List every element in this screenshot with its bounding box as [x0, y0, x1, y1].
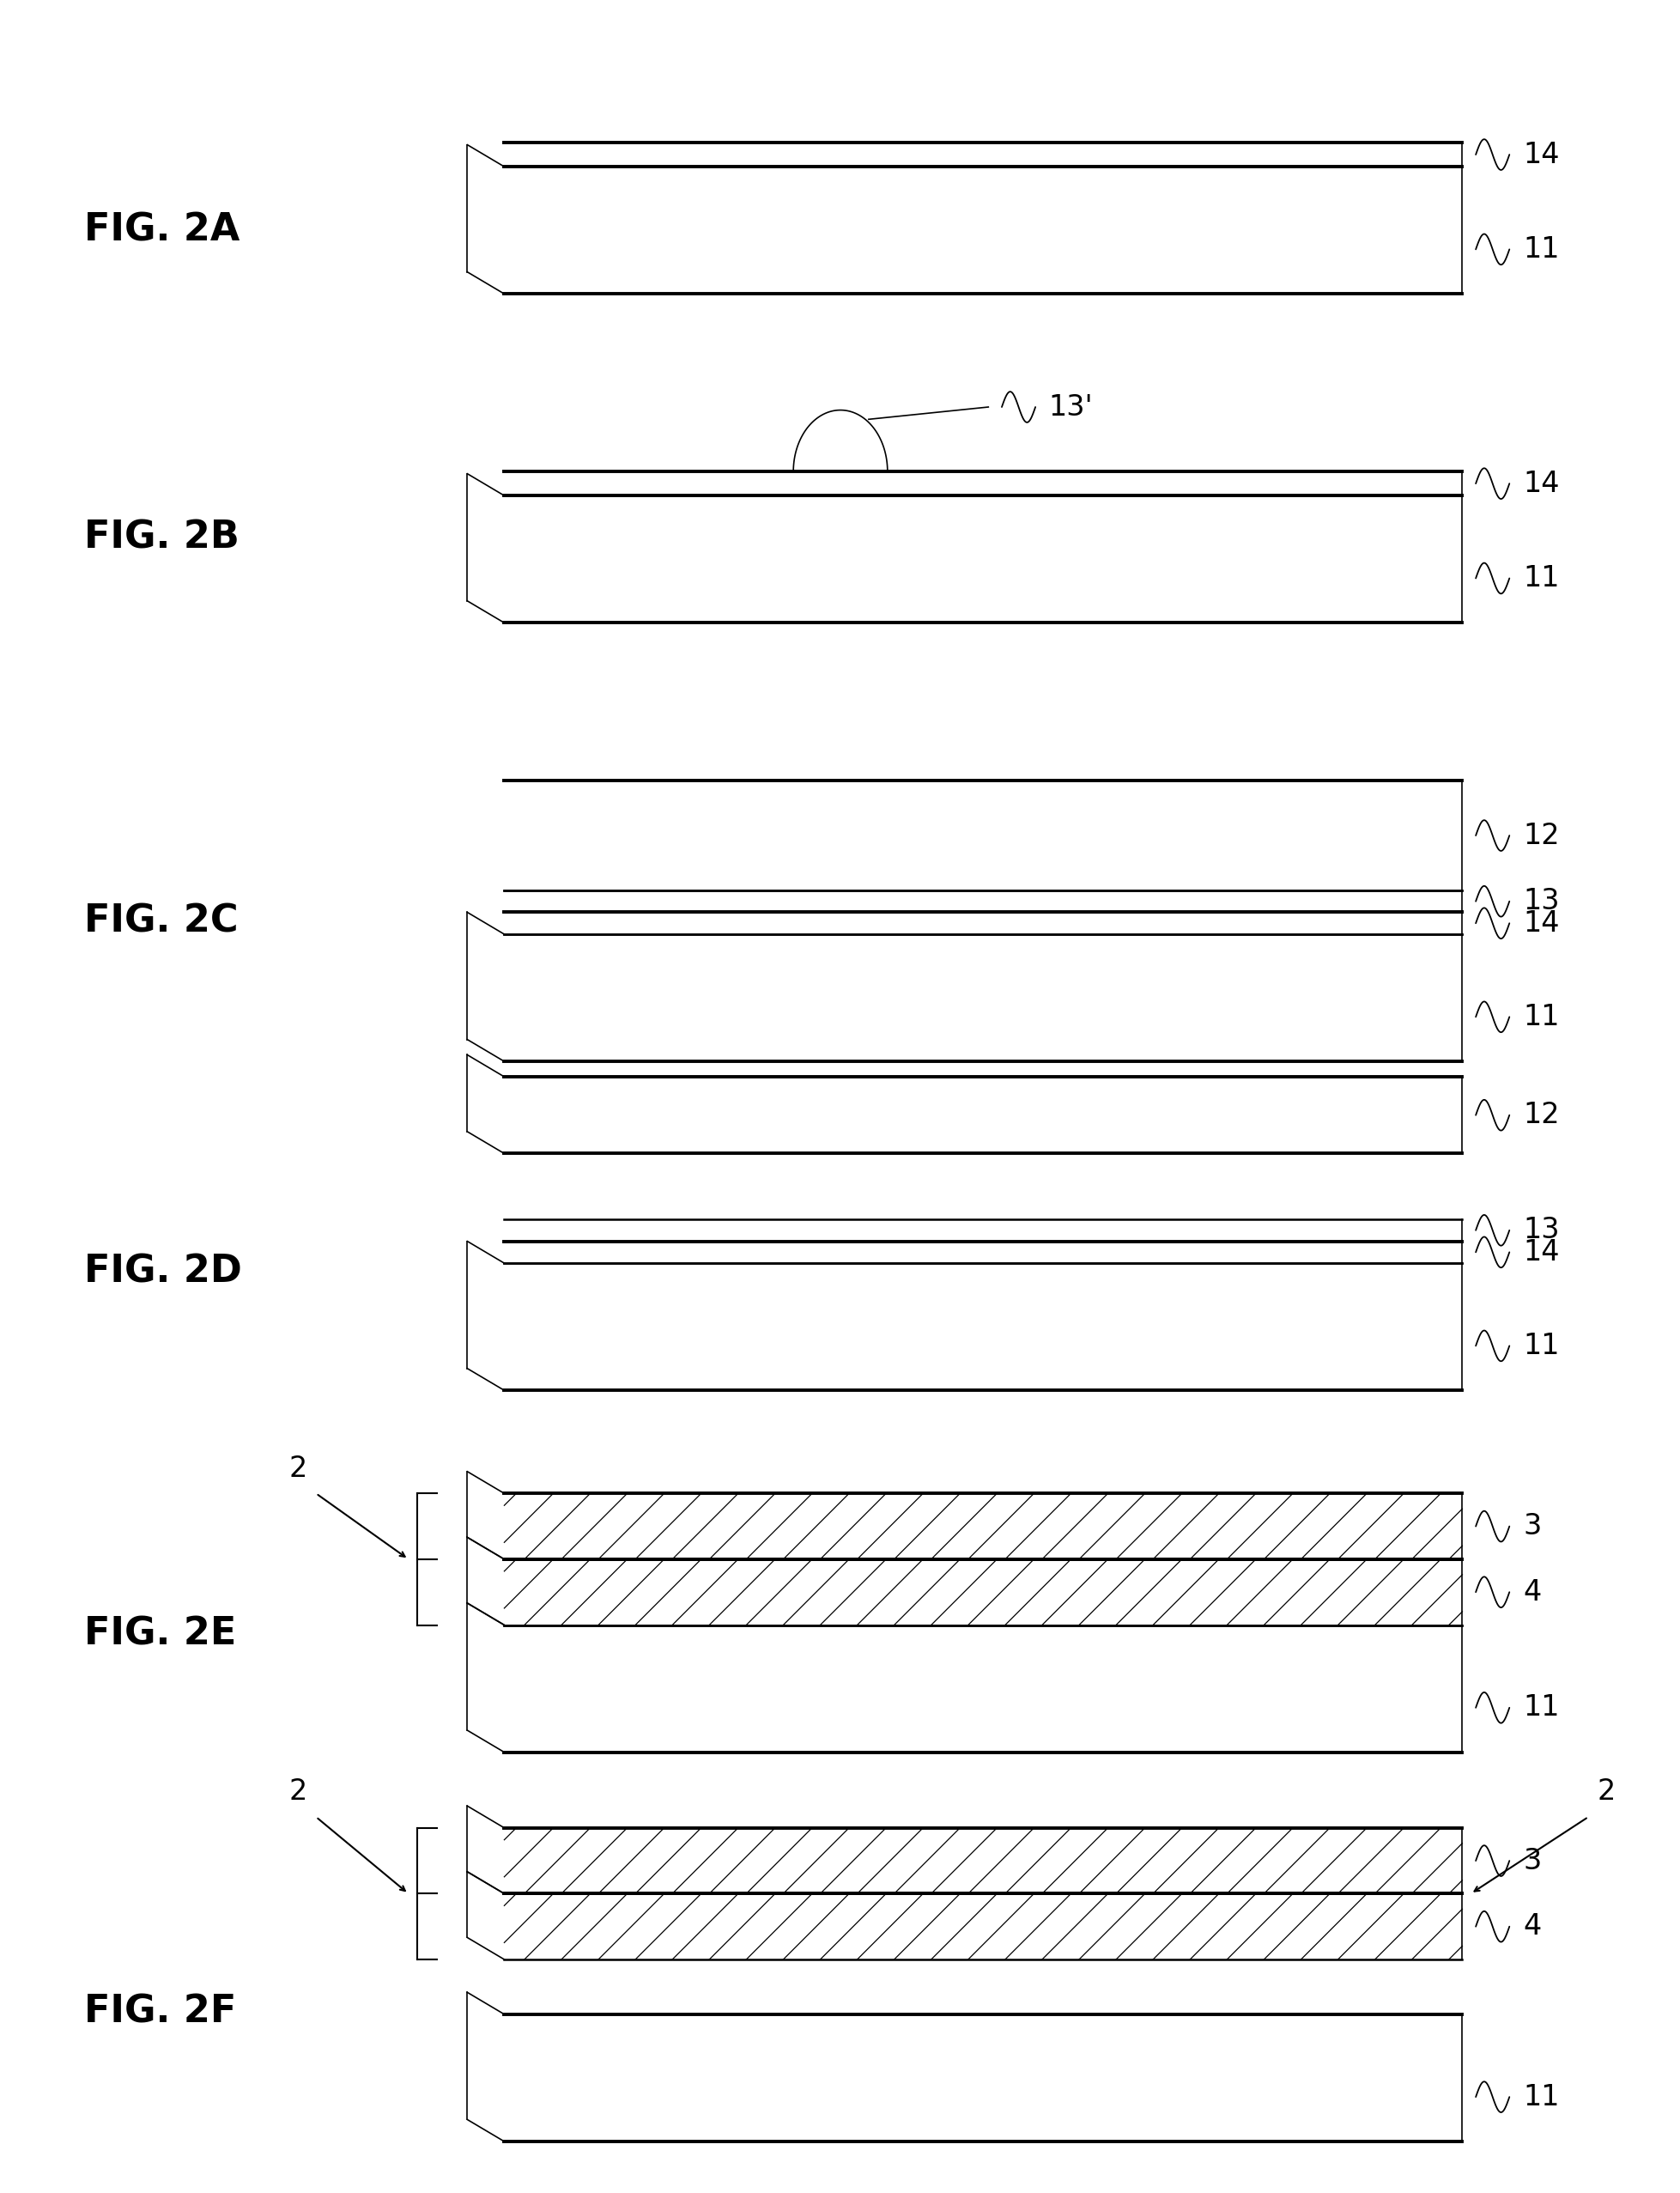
Polygon shape	[504, 1077, 1462, 1154]
Text: 14: 14	[1522, 1239, 1559, 1265]
Text: FIG. 2B: FIG. 2B	[84, 520, 239, 555]
Text: 2: 2	[1596, 1779, 1614, 1807]
Text: 12: 12	[1522, 822, 1559, 849]
Text: 13': 13'	[1048, 393, 1092, 421]
Polygon shape	[504, 1493, 1462, 1559]
Text: 11: 11	[1522, 1331, 1559, 1360]
Text: 12: 12	[1522, 1101, 1559, 1129]
Text: 11: 11	[1522, 1693, 1559, 1722]
Polygon shape	[504, 1559, 1462, 1625]
Polygon shape	[504, 143, 1462, 167]
Text: 11: 11	[1522, 564, 1559, 592]
Polygon shape	[504, 1829, 1462, 1893]
Text: 14: 14	[1522, 469, 1559, 498]
Polygon shape	[504, 1241, 1462, 1263]
Polygon shape	[504, 2013, 1462, 2140]
Polygon shape	[504, 1263, 1462, 1390]
Text: 14: 14	[1522, 910, 1559, 936]
Text: FIG. 2E: FIG. 2E	[84, 1616, 237, 1651]
Polygon shape	[504, 496, 1462, 623]
Text: 4: 4	[1522, 1912, 1541, 1941]
Polygon shape	[504, 912, 1462, 934]
Text: FIG. 2C: FIG. 2C	[84, 904, 239, 939]
Text: 3: 3	[1522, 1513, 1541, 1539]
Polygon shape	[504, 1893, 1462, 1961]
Text: FIG. 2D: FIG. 2D	[84, 1254, 242, 1289]
Polygon shape	[504, 471, 1462, 496]
Text: 13: 13	[1522, 888, 1559, 914]
Polygon shape	[504, 781, 1462, 890]
Polygon shape	[504, 1219, 1462, 1241]
Polygon shape	[504, 890, 1462, 912]
Text: 2: 2	[289, 1454, 307, 1482]
Text: 11: 11	[1522, 1002, 1559, 1031]
Text: 3: 3	[1522, 1847, 1541, 1875]
Text: 14: 14	[1522, 140, 1559, 169]
Text: 13: 13	[1522, 1217, 1559, 1243]
Text: FIG. 2A: FIG. 2A	[84, 213, 240, 248]
Text: 4: 4	[1522, 1579, 1541, 1605]
Polygon shape	[504, 167, 1462, 294]
Text: 11: 11	[1522, 2083, 1559, 2112]
Polygon shape	[504, 1625, 1462, 1752]
Text: 11: 11	[1522, 235, 1559, 263]
Text: 2: 2	[289, 1779, 307, 1807]
Polygon shape	[504, 934, 1462, 1061]
Text: FIG. 2F: FIG. 2F	[84, 1993, 237, 2031]
